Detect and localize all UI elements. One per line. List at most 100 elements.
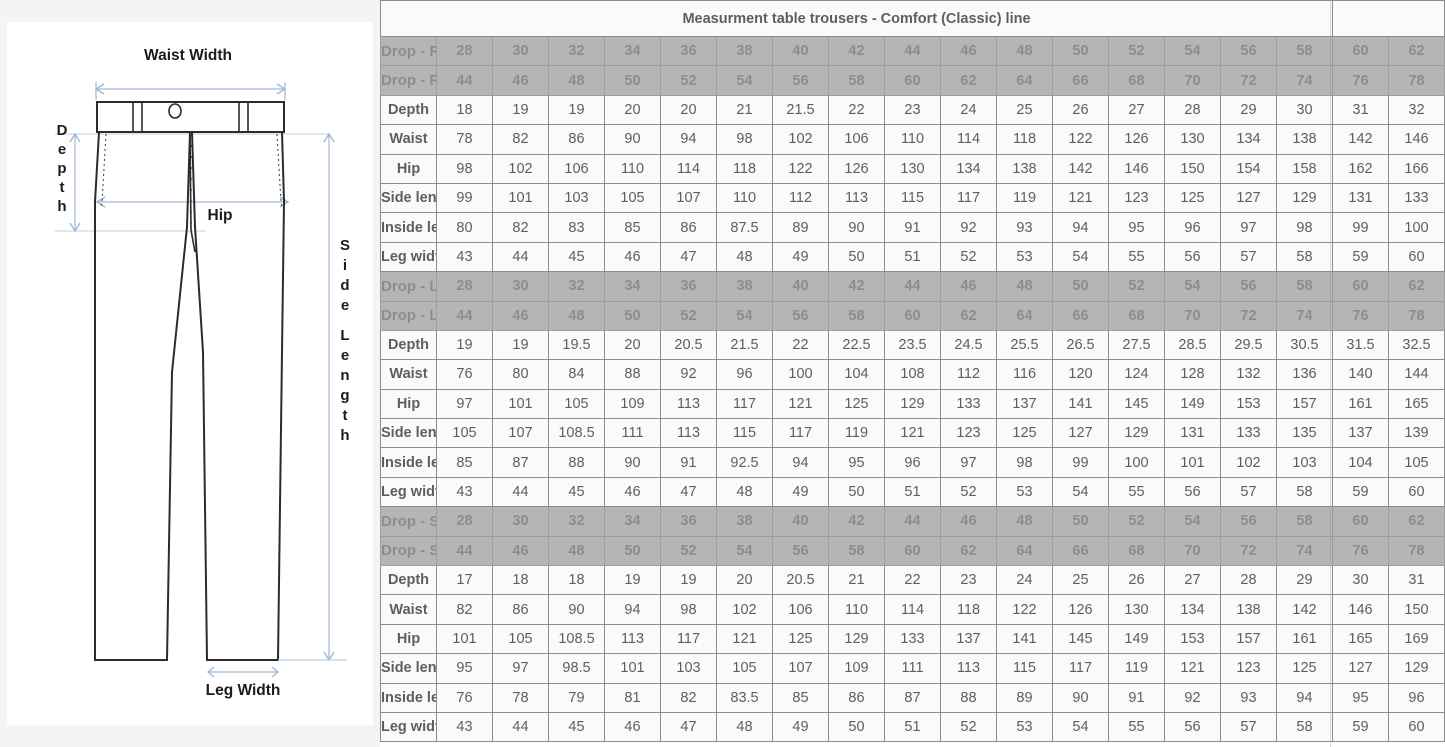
cell-short-0-8: 22 xyxy=(884,565,941,596)
svg-text:t: t xyxy=(60,179,65,196)
row-label-drop-regular-eu: Drop - Regular (European Size) xyxy=(380,65,437,96)
cell-short-5-8: 51 xyxy=(884,711,941,743)
measurement-table-pane: Measurment table trousers - Comfort (Cla… xyxy=(380,0,1445,747)
row-label-drop-long-us: Drop - Long (US Size) xyxy=(380,271,437,302)
cell-regular-2-12: 146 xyxy=(1108,153,1165,184)
cell-long-5-1: 44 xyxy=(492,476,549,508)
cell-regular-5-13: 56 xyxy=(1164,241,1221,273)
cell-regular-3-9: 117 xyxy=(940,182,997,214)
cell-short-0-16: 30 xyxy=(1332,565,1389,596)
drop-header-row-short-eu: Drop - Short (European Size)444648505254… xyxy=(380,535,1445,567)
row-label-short-3: Side length xyxy=(380,653,437,684)
cell-short-2-14: 157 xyxy=(1220,623,1277,655)
cell-regular-drop-us-11: 50 xyxy=(1052,35,1109,67)
cell-short-drop-eu-6: 56 xyxy=(772,535,829,567)
row-label-short-0: Depth xyxy=(380,565,437,596)
cell-regular-0-12: 27 xyxy=(1108,94,1165,126)
cell-long-2-17: 165 xyxy=(1388,388,1445,420)
cell-long-3-17: 139 xyxy=(1388,418,1445,449)
cell-long-1-1: 80 xyxy=(492,359,549,390)
cell-regular-2-11: 142 xyxy=(1052,153,1109,184)
cell-long-1-10: 116 xyxy=(996,359,1053,390)
row-label-long-0: Depth xyxy=(380,329,437,361)
cell-regular-1-17: 146 xyxy=(1388,124,1445,155)
cell-short-1-2: 90 xyxy=(548,594,605,625)
cell-regular-0-11: 26 xyxy=(1052,94,1109,126)
cell-regular-4-5: 87.5 xyxy=(716,212,773,243)
cell-long-2-13: 149 xyxy=(1164,388,1221,420)
cell-short-drop-us-10: 48 xyxy=(996,506,1053,537)
cell-short-4-2: 79 xyxy=(548,682,605,713)
cell-short-5-17: 60 xyxy=(1388,711,1445,743)
cell-regular-3-7: 113 xyxy=(828,182,885,214)
cell-regular-drop-eu-14: 72 xyxy=(1220,65,1277,96)
cell-short-5-9: 52 xyxy=(940,711,997,743)
cell-long-5-14: 57 xyxy=(1220,476,1277,508)
cell-regular-0-15: 30 xyxy=(1276,94,1333,126)
cell-short-5-2: 45 xyxy=(548,711,605,743)
trousers-outline xyxy=(94,131,286,661)
cell-long-drop-us-8: 44 xyxy=(884,271,941,302)
cell-long-1-3: 88 xyxy=(604,359,661,390)
cell-short-drop-eu-16: 76 xyxy=(1332,535,1389,567)
cell-long-1-8: 108 xyxy=(884,359,941,390)
cell-short-drop-eu-8: 60 xyxy=(884,535,941,567)
seam-stitching xyxy=(100,133,283,208)
cell-short-5-0: 43 xyxy=(436,711,493,743)
cell-regular-drop-eu-17: 78 xyxy=(1388,65,1445,96)
row-label-regular-0: Depth xyxy=(380,94,437,126)
leg-width-label: Leg Width xyxy=(206,682,281,699)
cell-short-drop-eu-0: 44 xyxy=(436,535,493,567)
row-label-drop-short-eu: Drop - Short (European Size) xyxy=(380,535,437,567)
row-label-short-4: Inside length xyxy=(380,682,437,713)
cell-short-1-9: 118 xyxy=(940,594,997,625)
table-row: Leg width4344454647484950515253545556575… xyxy=(380,241,1445,273)
cell-regular-1-13: 130 xyxy=(1164,124,1221,155)
cell-long-5-0: 43 xyxy=(436,476,493,508)
cell-short-3-3: 101 xyxy=(604,653,661,684)
cell-short-3-12: 119 xyxy=(1108,653,1165,684)
cell-short-4-13: 92 xyxy=(1164,682,1221,713)
cell-short-0-4: 19 xyxy=(660,565,717,596)
cell-regular-3-0: 99 xyxy=(436,182,493,214)
cell-short-3-8: 111 xyxy=(884,653,941,684)
cell-long-drop-eu-17: 78 xyxy=(1388,300,1445,331)
cell-long-4-7: 95 xyxy=(828,447,885,478)
row-label-regular-3: Side length xyxy=(380,182,437,214)
cell-regular-0-5: 21 xyxy=(716,94,773,126)
cell-short-4-10: 89 xyxy=(996,682,1053,713)
cell-regular-drop-us-4: 36 xyxy=(660,35,717,67)
cell-short-5-14: 57 xyxy=(1220,711,1277,743)
cell-short-drop-eu-1: 46 xyxy=(492,535,549,567)
svg-text:h: h xyxy=(57,198,66,215)
trousers-diagram-canvas: Waist Width xyxy=(7,22,373,725)
cell-long-2-1: 101 xyxy=(492,388,549,420)
row-label-regular-4: Inside length xyxy=(380,212,437,243)
cell-short-3-14: 123 xyxy=(1220,653,1277,684)
cell-regular-1-14: 134 xyxy=(1220,124,1277,155)
cell-long-drop-us-2: 32 xyxy=(548,271,605,302)
cell-regular-4-17: 100 xyxy=(1388,212,1445,243)
cell-regular-4-15: 98 xyxy=(1276,212,1333,243)
cell-long-0-13: 28.5 xyxy=(1164,329,1221,361)
cell-short-1-6: 106 xyxy=(772,594,829,625)
cell-regular-1-0: 78 xyxy=(436,124,493,155)
cell-regular-1-9: 114 xyxy=(940,124,997,155)
row-label-short-2: Hip xyxy=(380,623,437,655)
cell-regular-drop-us-10: 48 xyxy=(996,35,1053,67)
cell-short-drop-eu-4: 52 xyxy=(660,535,717,567)
cell-regular-3-13: 125 xyxy=(1164,182,1221,214)
cell-short-3-9: 113 xyxy=(940,653,997,684)
cell-regular-drop-eu-9: 62 xyxy=(940,65,997,96)
cell-regular-2-8: 130 xyxy=(884,153,941,184)
cell-short-3-1: 97 xyxy=(492,653,549,684)
cell-long-drop-eu-2: 48 xyxy=(548,300,605,331)
cell-regular-0-1: 19 xyxy=(492,94,549,126)
svg-text:D: D xyxy=(57,122,68,139)
cell-long-0-11: 26.5 xyxy=(1052,329,1109,361)
cell-regular-drop-eu-16: 76 xyxy=(1332,65,1389,96)
cell-short-drop-us-3: 34 xyxy=(604,506,661,537)
cell-regular-1-16: 142 xyxy=(1332,124,1389,155)
cell-short-drop-us-16: 60 xyxy=(1332,506,1389,537)
